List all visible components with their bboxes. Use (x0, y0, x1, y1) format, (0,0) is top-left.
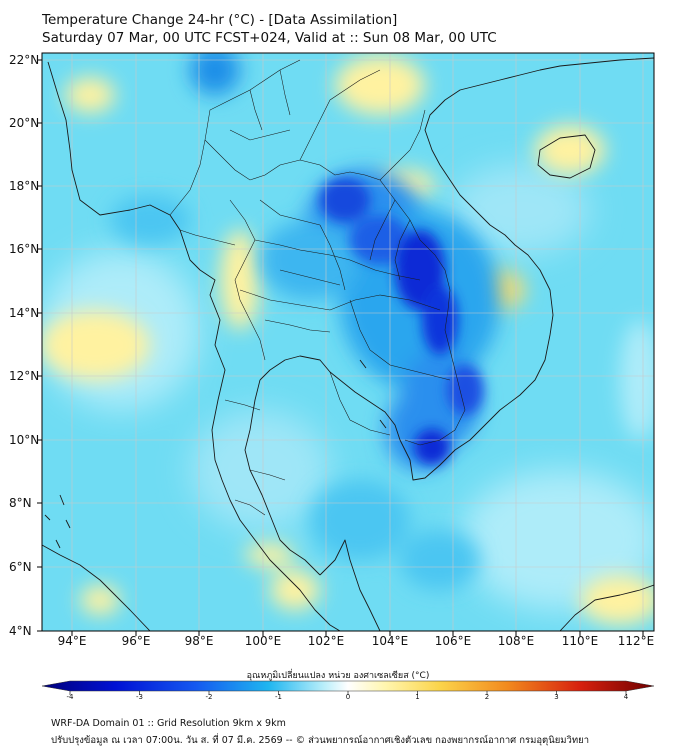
lat-label: 20°N (9, 116, 40, 130)
lat-label: 12°N (9, 369, 40, 383)
map-frame (41, 52, 655, 632)
lon-label: 94°E (57, 634, 87, 648)
lat-label: 6°N (9, 560, 32, 574)
lon-label: 96°E (121, 634, 151, 648)
lon-label: 102°E (307, 634, 345, 648)
lat-label: 22°N (9, 53, 40, 67)
colorbar-tick-label: 0 (345, 693, 351, 701)
temperature-field (42, 53, 654, 631)
footer-model-info: WRF-DA Domain 01 :: Grid Resolution 9km … (51, 718, 286, 729)
lon-label: 110°E (561, 634, 599, 648)
coastlines (42, 57, 654, 631)
lat-label: 14°N (9, 306, 40, 320)
colorbar-tick-label: -4 (66, 693, 74, 701)
lon-label: 98°E (184, 634, 214, 648)
footer-credit: ปรับปรุงข้อมูล ณ เวลา 07:00น. วัน ส. ที่… (51, 735, 590, 746)
colorbar-ticks (69, 691, 627, 695)
lon-label: 104°E (371, 634, 409, 648)
graticule (42, 53, 654, 631)
lat-label: 8°N (9, 496, 32, 510)
colorbar (41, 680, 655, 695)
lon-label: 106°E (434, 634, 472, 648)
colorbar-tick-label: -2 (205, 693, 213, 701)
colorbar-tick-label: -1 (275, 693, 282, 701)
map-title: Temperature Change 24-hr (°C) - [Data As… (42, 12, 398, 28)
lat-label: 4°N (9, 624, 32, 638)
map-subtitle: Saturday 07 Mar, 00 UTC FCST+024, Valid … (42, 30, 497, 46)
lat-label: 18°N (9, 179, 40, 193)
colorbar-tick-label: 3 (554, 693, 559, 701)
colorbar-tick-label: -3 (136, 693, 143, 701)
lon-label: 112°E (617, 634, 655, 648)
colorbar-title: อุณหภูมิเปลี่ยนแปลง หน่วย องศาเซลเซียส (… (246, 671, 430, 681)
lon-label: 100°E (244, 634, 282, 648)
colorbar-tick-label: 1 (415, 693, 420, 701)
lon-label: 108°E (497, 634, 535, 648)
colorbar-bar (41, 680, 655, 692)
admin-borders (169, 59, 466, 516)
colorbar-tick-label: 2 (484, 693, 490, 701)
lat-label: 10°N (9, 433, 40, 447)
axis-ticks (37, 59, 644, 636)
colorbar-tick-label: 4 (623, 693, 629, 701)
lat-label: 16°N (9, 242, 40, 256)
